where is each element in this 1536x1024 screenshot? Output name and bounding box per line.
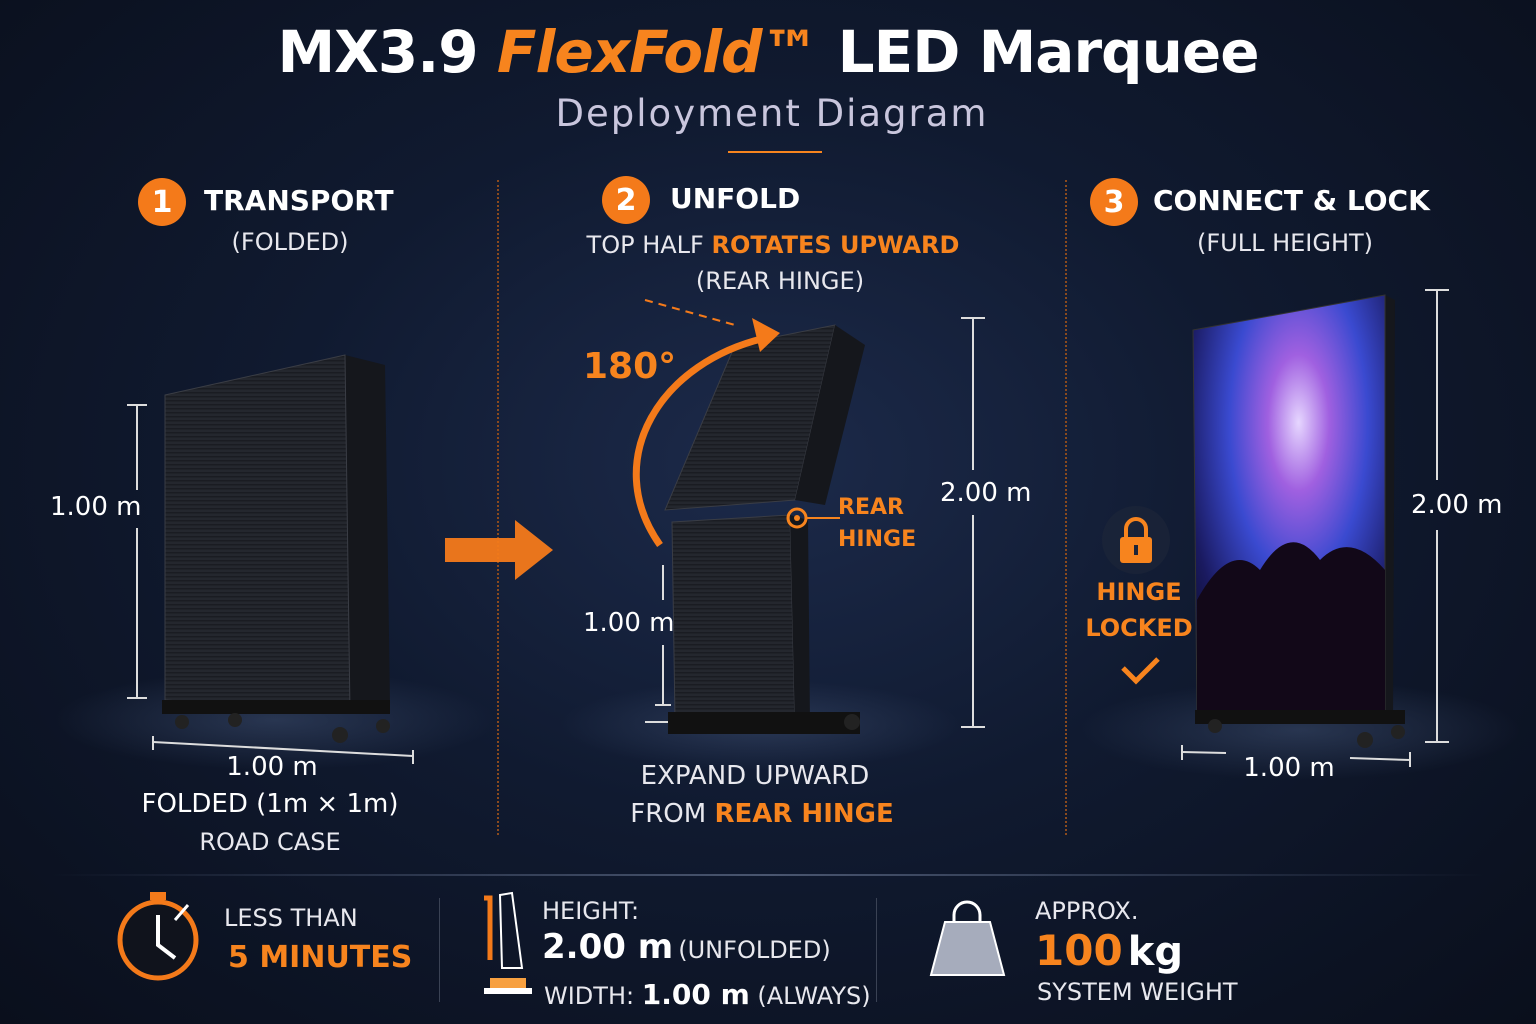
step-title: TRANSPORT (204, 184, 394, 217)
caption: FROM REAR HINGE (630, 799, 894, 829)
step-number-badge: 2 (602, 176, 650, 224)
column-divider (497, 180, 499, 835)
time-value: 5 MINUTES (228, 940, 413, 975)
rotation-angle: 180° (583, 346, 677, 387)
caption: FOLDED (1m × 1m) (141, 789, 399, 819)
arrow-right-icon (445, 520, 553, 580)
time-label: LESS THAN (224, 904, 358, 932)
dimension-lines (127, 404, 414, 764)
lock-icon (1102, 506, 1170, 574)
step-number-badge: 3 (1090, 178, 1138, 226)
unfolding-cabinet (664, 324, 865, 734)
led-screen-full-height (1192, 294, 1405, 748)
step-title: UNFOLD (670, 182, 801, 215)
lower-dimension-label: 1.00 m (583, 608, 675, 638)
lock-label: LOCKED (1085, 614, 1193, 642)
divider (876, 898, 877, 1002)
lock-label: HINGE (1096, 578, 1182, 606)
hinge-label: REAR (838, 495, 904, 520)
height-dimension-label: 2.00 m (1411, 490, 1503, 520)
page-title: MX3.9 FlexFold™ LED Marquee (277, 18, 1259, 86)
step-subtitle: (FOLDED) (231, 228, 349, 256)
step-number-badge: 1 (138, 178, 186, 226)
weight-value: 100 kg (1035, 926, 1183, 975)
step-title: CONNECT & LOCK (1153, 184, 1430, 217)
height-dimension-label: 1.00 m (50, 492, 142, 522)
page-subtitle: Deployment Diagram (555, 92, 989, 135)
step-subtitle: (REAR HINGE) (695, 267, 865, 295)
stopwatch-icon (117, 892, 199, 981)
rotation-arc (632, 333, 771, 548)
weight-caption: SYSTEM WEIGHT (1037, 978, 1238, 1006)
width-dimension-label: 1.00 m (1243, 753, 1335, 783)
height-dimension-label: 2.00 m (940, 478, 1032, 508)
column-divider (1065, 180, 1067, 835)
width-dimension-label: 1.00 m (226, 752, 318, 782)
height-spec: 2.00 m (UNFOLDED) (542, 927, 831, 967)
height-label: HEIGHT: (542, 897, 640, 925)
weight-icon (929, 900, 1006, 976)
folded-road-case (162, 354, 390, 743)
check-icon (1121, 657, 1160, 685)
divider (439, 898, 440, 1002)
caption: EXPAND UPWARD (640, 761, 870, 791)
height-width-icon (484, 891, 532, 994)
hinge-marker (786, 507, 808, 529)
step-description: TOP HALF ROTATES UPWARD (586, 231, 960, 259)
caption: ROAD CASE (199, 828, 341, 856)
title-underline (728, 151, 822, 153)
weight-approx-label: APPROX. (1035, 897, 1139, 925)
step-subtitle: (FULL HEIGHT) (1196, 229, 1374, 257)
width-spec: WIDTH: 1.00 m (ALWAYS) (544, 978, 871, 1011)
hinge-label: HINGE (838, 527, 917, 552)
section-separator (50, 874, 1486, 876)
